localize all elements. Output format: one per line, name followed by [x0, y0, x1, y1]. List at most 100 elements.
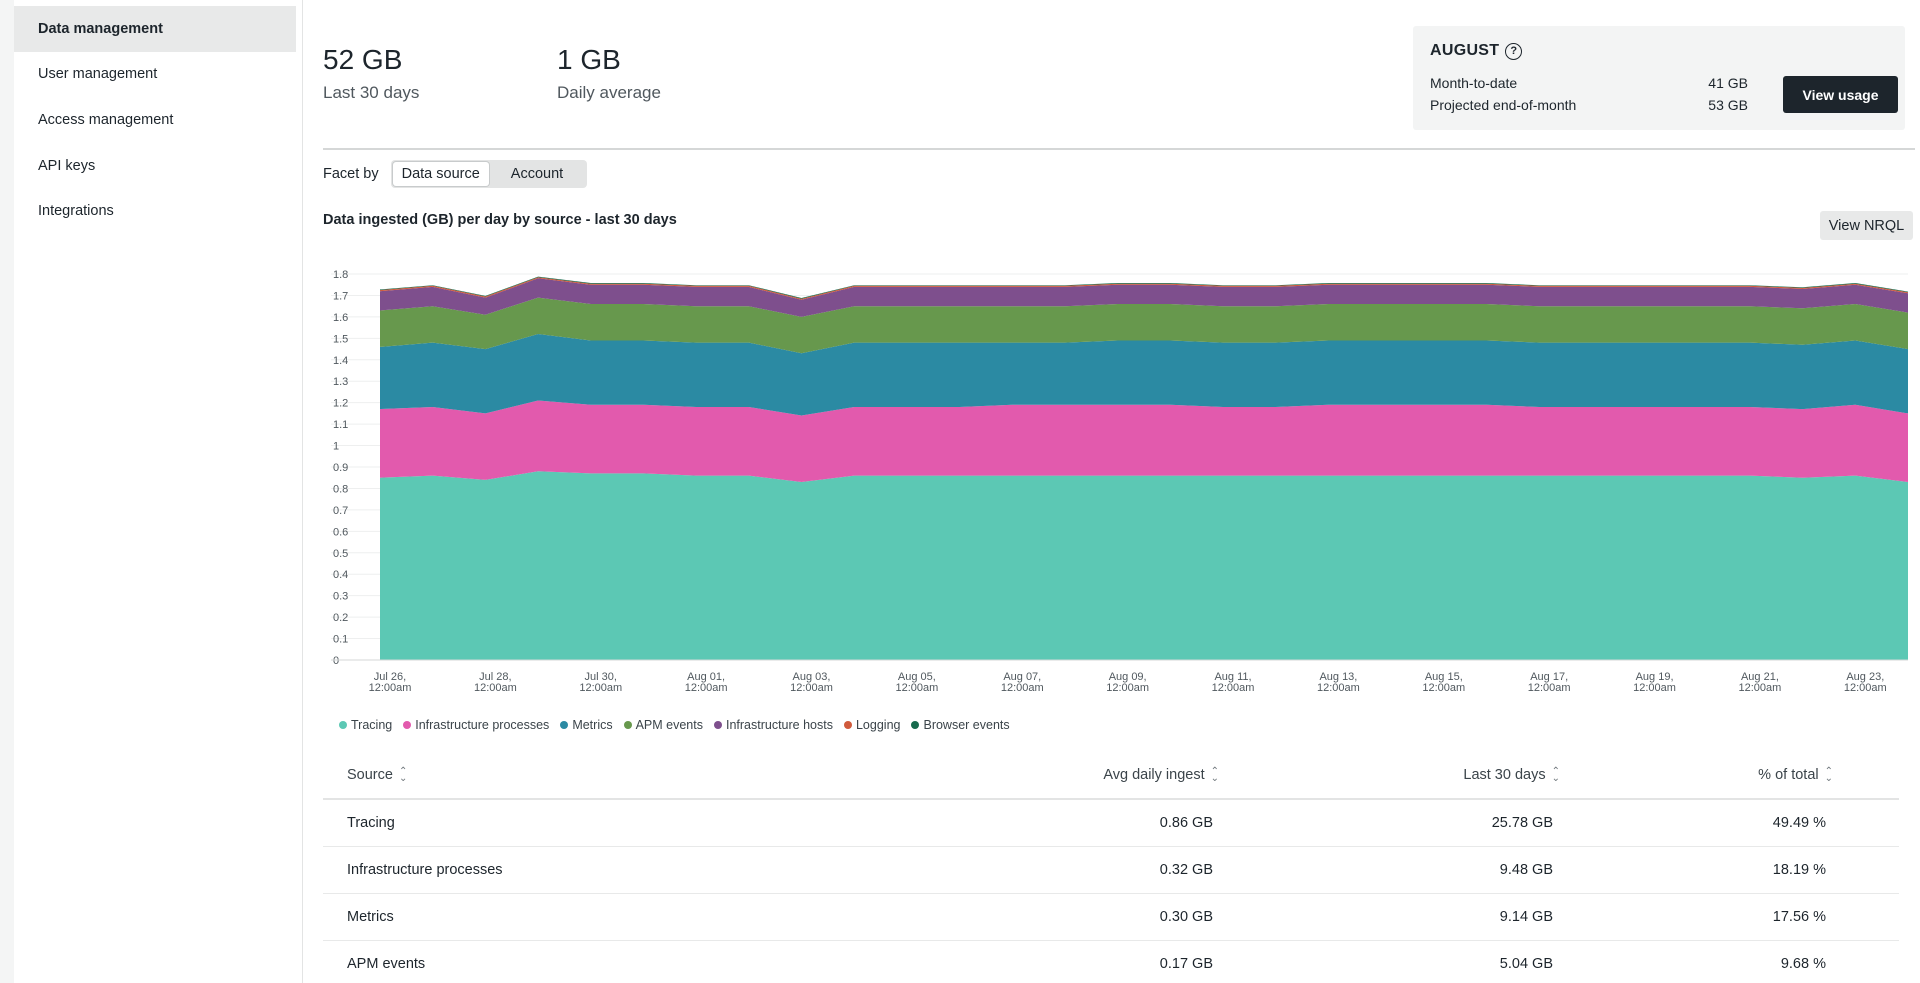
table-row[interactable]: Metrics 0.30 GB 9.14 GB 17.56 %	[323, 894, 1899, 941]
sidebar-item-api-keys[interactable]: API keys	[38, 157, 96, 174]
header-percent-of-total[interactable]: % of total ⌃ ⌄	[1758, 766, 1833, 785]
legend-label: Infrastructure processes	[415, 718, 550, 732]
header-last-30-days[interactable]: Last 30 days ⌃ ⌄	[1463, 766, 1560, 785]
legend-dot-icon	[339, 721, 347, 729]
area-series-browser-events[interactable]	[380, 276, 1908, 299]
cell-percent: 18.19 %	[1772, 862, 1826, 878]
legend-dot-icon	[560, 721, 569, 729]
chart-title: Data ingested (GB) per day by source - l…	[323, 212, 677, 228]
usage-month: AUGUST ?	[1430, 42, 1523, 60]
area-series-metrics[interactable]	[380, 334, 1908, 416]
y-tick-label: 0.5	[333, 548, 348, 560]
y-tick-label: 1.2	[333, 398, 348, 410]
legend-dot-icon	[843, 721, 852, 729]
sidebar-item-data-management[interactable]: Data management	[14, 6, 296, 52]
legend-label: Browser events	[923, 718, 1010, 732]
header-avg-daily-ingest[interactable]: Avg daily ingest ⌃ ⌄	[1103, 766, 1219, 785]
legend-dot-icon	[403, 721, 412, 729]
x-tick-label: Aug 17,	[1530, 671, 1568, 683]
usage-row-value: 53 GB	[1708, 97, 1748, 113]
legend-item[interactable]: Browser events	[911, 718, 1010, 732]
y-tick-label: 0.6	[333, 526, 348, 538]
cell-last-30: 9.48 GB	[1499, 862, 1553, 878]
legend-dot-icon	[623, 721, 632, 729]
source-table: Source ⌃ ⌄ Avg daily ingest ⌃ ⌄ Last 30 days…	[323, 752, 1899, 983]
x-tick-label: 12:00am	[1844, 682, 1887, 694]
x-tick-label: 12:00am	[1528, 682, 1571, 694]
stacked-area-chart: 0 0.1 0.2 0.3 0.4 0.5 0.6 0.7 0.8 0.9 1 1.1 1.2 1.3 1.…	[331, 269, 1908, 694]
y-tick-label: 0	[333, 655, 339, 667]
y-tick-label: 1.7	[333, 290, 348, 302]
x-tick-label: Aug 23,	[1846, 671, 1884, 683]
legend-item[interactable]: APM events	[623, 718, 703, 732]
y-tick-label: 0.1	[333, 634, 348, 646]
sidebar-item-access-management[interactable]: Access management	[38, 111, 174, 128]
y-tick-label: 1	[333, 441, 339, 453]
table-row[interactable]: Infrastructure processes 0.32 GB 9.48 GB…	[323, 847, 1899, 894]
area-series-logging[interactable]	[380, 277, 1908, 300]
cell-avg-daily: 0.30 GB	[1159, 909, 1213, 925]
x-tick-label: Aug 07,	[1003, 671, 1041, 683]
cell-last-30: 9.14 GB	[1499, 909, 1553, 925]
header-source[interactable]: Source ⌃ ⌄	[347, 766, 408, 785]
cell-percent: 9.68 %	[1780, 956, 1826, 972]
area-series-tracing[interactable]	[380, 471, 1908, 660]
usage-row-month-to-date: Month-to-date 41 GB	[1430, 75, 1748, 91]
sidebar-item-integrations[interactable]: Integrations	[38, 203, 114, 220]
usage-row-projected: Projected end-of-month 53 GB	[1430, 97, 1748, 113]
x-tick-label: Aug 19,	[1636, 671, 1674, 683]
stat-total-value: 52 GB	[323, 44, 403, 75]
legend-label: Logging	[855, 718, 901, 732]
main-content: 52 GB Last 30 days 1 GB Daily average AU…	[323, 0, 1915, 983]
cell-percent: 49.49 %	[1772, 815, 1826, 831]
x-tick-label: Aug 11,	[1214, 671, 1251, 683]
help-icon[interactable]: ?	[1505, 42, 1523, 60]
divider	[323, 148, 1915, 150]
y-tick-label: 0.3	[333, 591, 348, 603]
y-tick-label: 1.3	[333, 376, 348, 388]
sort-icon[interactable]: ⌃ ⌄	[1551, 766, 1560, 785]
facet-option-data-source[interactable]: Data source	[392, 162, 489, 186]
y-tick-label: 0.7	[333, 505, 348, 517]
area-series-apm-events[interactable]	[380, 297, 1908, 354]
view-nrql-button[interactable]: View NRQL	[1820, 211, 1913, 240]
legend-item[interactable]: Metrics	[560, 718, 613, 732]
usage-row-value: 41 GB	[1708, 75, 1748, 91]
legend-item[interactable]: Infrastructure hosts	[713, 718, 833, 732]
sort-icon[interactable]: ⌃ ⌄	[1210, 766, 1219, 785]
x-tick-label: Aug 01,	[687, 671, 725, 683]
x-tick-label: Aug 21,	[1741, 671, 1779, 683]
cell-percent: 17.56 %	[1772, 909, 1826, 925]
stat-daily: 1 GB Daily average	[557, 44, 661, 103]
sort-icon[interactable]: ⌃ ⌄	[398, 766, 408, 785]
view-usage-button[interactable]: View usage	[1783, 76, 1898, 113]
cell-source: APM events	[347, 956, 426, 972]
area-series-infrastructure-processes[interactable]	[380, 400, 1908, 483]
x-tick-label: Aug 09,	[1109, 671, 1147, 683]
cell-avg-daily: 0.17 GB	[1159, 956, 1213, 972]
area-series-infrastructure-hosts[interactable]	[380, 278, 1908, 317]
legend-item[interactable]: Infrastructure processes	[403, 718, 549, 732]
sort-icon[interactable]: ⌃ ⌄	[1824, 766, 1833, 785]
x-tick-label: 12:00am	[1106, 682, 1149, 694]
table-row[interactable]: Tracing 0.86 GB 25.78 GB 49.49 %	[323, 800, 1899, 847]
y-tick-label: 0.8	[333, 483, 348, 495]
sidebar-item-user-management[interactable]: User management	[38, 66, 158, 83]
x-tick-label: 12:00am	[895, 682, 938, 694]
legend-dot-icon	[911, 721, 920, 729]
x-tick-label: 12:00am	[685, 682, 728, 694]
table-header: Source ⌃ ⌄ Avg daily ingest ⌃ ⌄ Last 30 days…	[323, 752, 1899, 800]
x-tick-label: 12:00am	[790, 682, 833, 694]
cell-avg-daily: 0.86 GB	[1159, 815, 1213, 831]
x-tick-label: 12:00am	[1739, 682, 1782, 694]
facet-option-account[interactable]: Account	[510, 166, 564, 182]
y-tick-label: 0.4	[333, 569, 348, 581]
legend-dot-icon	[713, 721, 722, 729]
table-row[interactable]: APM events 0.17 GB 5.04 GB 9.68 %	[323, 941, 1899, 983]
usage-month-label: AUGUST	[1430, 42, 1500, 59]
sidebar-edge	[0, 0, 14, 983]
y-tick-label: 0.2	[333, 612, 348, 624]
legend-item[interactable]: Tracing	[339, 718, 392, 732]
legend-item[interactable]: Logging	[843, 718, 901, 732]
x-tick-label: Jul 28,	[479, 671, 511, 683]
